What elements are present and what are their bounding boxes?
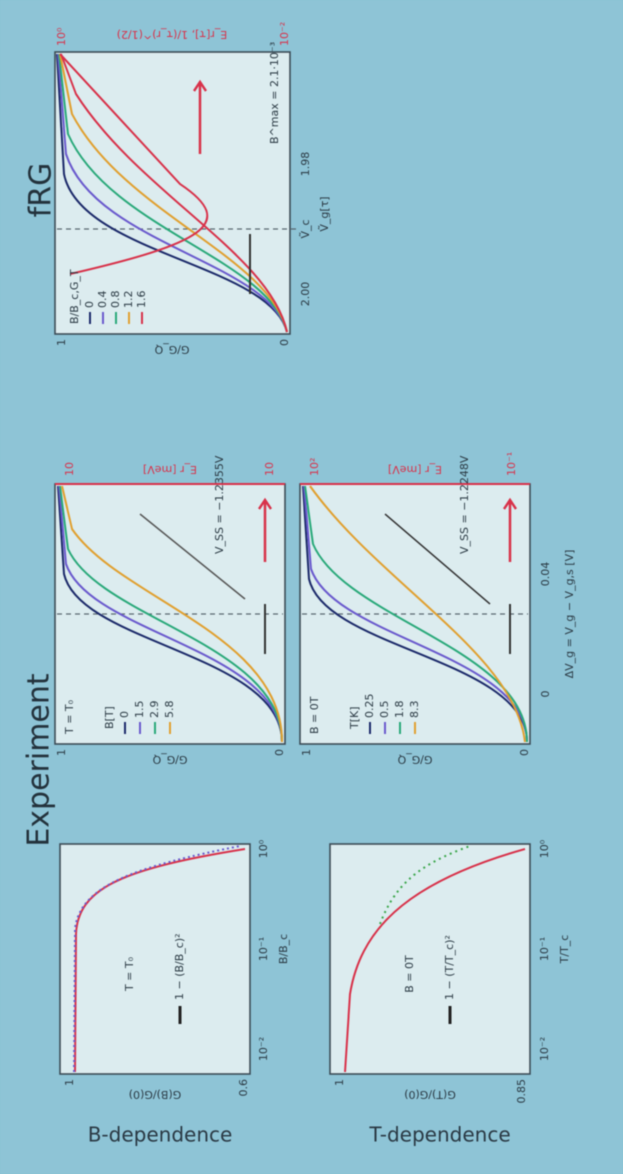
x-tick-label: 10⁰ [538, 839, 551, 858]
legend-label: 1.5 [133, 701, 146, 719]
plot-frame [60, 844, 250, 1074]
annotation: V_SS = −1.2355V [213, 455, 226, 554]
x-axis-label: T/T_c [558, 935, 571, 965]
annotation: V_SS = −1.2248V [458, 455, 471, 554]
slide: Experiment fRG B-dependence T-dependence… [0, 0, 623, 1174]
x-tick-label: 10⁻² [257, 1037, 270, 1061]
row-label: B-dependence [88, 1123, 233, 1147]
y-tick-label: 1 [55, 339, 68, 346]
y-axis-label: G/G_Q [154, 343, 189, 356]
right-axis-label: E_r [meV] [388, 463, 442, 476]
legend-label: 0.25 [363, 694, 376, 719]
right-tick-label: 10 [263, 462, 276, 476]
x-tick-label: 2.00 [299, 282, 312, 307]
annotation: B = 0T [403, 955, 416, 993]
right-tick-label: 10² [308, 458, 321, 476]
legend-title: B[T] [103, 706, 116, 729]
right-tick-label: 10⁻¹ [505, 452, 518, 476]
axis-marker: Ṽ_c [299, 219, 312, 238]
y-tick-label: 0 [278, 339, 291, 346]
legend-label: 8.3 [408, 701, 421, 719]
y-tick-label: 0.85 [515, 1079, 528, 1104]
x-tick-label: 10⁻² [538, 1037, 551, 1061]
section-title: fRG [24, 163, 59, 218]
annotation: B^max = 2.1·10⁻³ [268, 42, 281, 144]
legend-label: 0 [118, 711, 131, 718]
x-tick-label: 0.04 [539, 562, 552, 587]
right-axis-label: E_r[τ], 1/(τ_r)^(1/2) [117, 28, 228, 41]
y-axis-label: G(B)/G(0) [129, 1088, 181, 1101]
legend-label: 1 − (B/B_c)² [173, 933, 186, 1000]
annotation: T = T₀ [123, 956, 136, 992]
y-tick-label: 0.6 [237, 1079, 250, 1097]
x-tick-label: 10⁰ [257, 839, 270, 858]
x-tick-label: 0 [539, 691, 552, 698]
panel: G/G_Q 1 0 E_r[τ], 1/(τ_r)^(1/2) 10⁰ 10⁻²… [55, 22, 331, 356]
x-axis-label: ΔV_g = V_g − V_g,s [V] [563, 550, 576, 679]
y-tick-label: 1 [55, 749, 68, 756]
x-tick-label: 10⁻¹ [257, 937, 270, 961]
legend-label: 5.8 [163, 701, 176, 719]
legend-title: T[K] [348, 706, 361, 730]
right-axis-label: E_r [meV] [143, 463, 197, 476]
screenshot: Experiment fRG B-dependence T-dependence… [0, 0, 623, 1174]
legend-label: 1 − (T/T_c)² [443, 935, 456, 1000]
legend-label: 0.4 [96, 291, 109, 309]
legend-label: 0.8 [109, 291, 122, 309]
annotation: T = T₀ [63, 699, 76, 735]
y-tick-label: 1 [300, 749, 313, 756]
right-tick-label: 10 [63, 462, 76, 476]
x-tick-label: 1.98 [299, 152, 312, 177]
legend-label: 1.6 [135, 291, 148, 309]
right-tick-label: 10⁰ [55, 27, 68, 46]
y-tick-label: 0 [518, 749, 531, 756]
legend-label: 2.9 [148, 701, 161, 719]
legend-title: B/B_c,G_T [68, 269, 81, 324]
legend-label: 0.5 [378, 701, 391, 719]
y-axis-label: G/G_Q [152, 753, 187, 766]
legend-label: 1.2 [122, 291, 135, 309]
y-tick-label: 1 [333, 1079, 346, 1086]
x-axis-label: B/B_c [277, 934, 290, 964]
y-axis-label: G(T)/G(0) [404, 1088, 456, 1101]
x-tick-label: 10⁻¹ [538, 937, 551, 961]
y-axis-label: G/G_Q [397, 753, 432, 766]
legend-label: 0 [83, 301, 96, 308]
y-tick-label: 0 [273, 749, 286, 756]
annotation: B = 0T [308, 696, 321, 734]
legend-label: 1.8 [393, 701, 406, 719]
row-label: T-dependence [368, 1123, 510, 1147]
y-tick-label: 1 [63, 1079, 76, 1086]
panel: G/G_Q 1 0 E_r [meV] 10 10 T = T₀ B[T] 0 … [55, 455, 286, 766]
x-axis-label: Ṽ_g[τ] [318, 196, 331, 231]
section-title: Experiment [22, 673, 57, 847]
